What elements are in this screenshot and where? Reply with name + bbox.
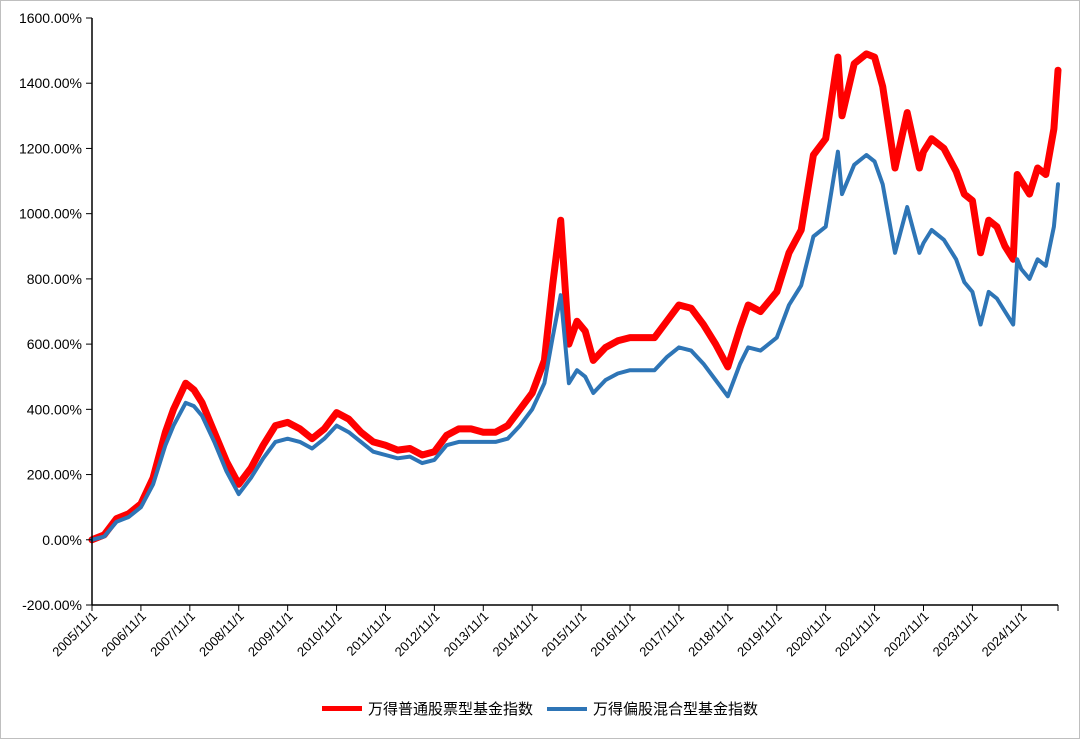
y-axis: 1600.00% 1400.00% 1200.00% 1000.00% 800.00% 6… bbox=[19, 10, 93, 613]
x-tick-label: 2021/11/1 bbox=[832, 609, 883, 660]
y-tick-label: 600.00% bbox=[27, 336, 82, 352]
x-axis: 2005/11/12006/11/12007/11/12008/11/12009… bbox=[49, 604, 1059, 660]
x-tick-label: 2024/11/1 bbox=[979, 609, 1030, 660]
x-tick-label: 2008/11/1 bbox=[196, 609, 247, 660]
legend-item-stock: 万得普通股票型基金指数 bbox=[321, 698, 533, 719]
y-tick-label: 200.00% bbox=[27, 467, 82, 483]
x-tick-label: 2010/11/1 bbox=[294, 609, 345, 660]
x-tick-label: 2009/11/1 bbox=[245, 609, 296, 660]
series-line-stock bbox=[88, 50, 1062, 544]
y-tick-label: 1400.00% bbox=[19, 75, 82, 91]
legend-label-stock: 万得普通股票型基金指数 bbox=[367, 701, 533, 718]
x-tick-label: 2017/11/1 bbox=[636, 609, 687, 660]
series-lines bbox=[88, 50, 1062, 544]
x-tick-label: 2016/11/1 bbox=[587, 609, 638, 660]
y-tick-label: 1000.00% bbox=[19, 206, 82, 222]
y-tick-label: 400.00% bbox=[27, 401, 82, 417]
x-tick-label: 2012/11/1 bbox=[392, 609, 443, 660]
x-tick-label: 2007/11/1 bbox=[147, 609, 198, 660]
y-tick-label: 0.00% bbox=[42, 532, 82, 548]
y-tick-label: -200.00% bbox=[22, 597, 82, 613]
legend-swatch-mixed bbox=[547, 706, 587, 711]
x-tick-label: 2019/11/1 bbox=[734, 609, 785, 660]
legend-label-mixed: 万得偏股混合型基金指数 bbox=[593, 701, 759, 718]
x-tick-label: 2022/11/1 bbox=[881, 609, 932, 660]
x-tick-label: 2018/11/1 bbox=[685, 609, 736, 660]
legend-swatch-stock bbox=[321, 706, 362, 711]
legend: 万得普通股票型基金指数 万得偏股混合型基金指数 bbox=[0, 698, 1080, 719]
y-tick-label: 800.00% bbox=[27, 271, 82, 287]
y-tick-label: 1600.00% bbox=[19, 10, 82, 26]
y-tick-label: 1200.00% bbox=[19, 140, 82, 156]
x-tick-label: 2020/11/1 bbox=[783, 609, 834, 660]
x-tick-label: 2013/11/1 bbox=[441, 609, 492, 660]
x-tick-label: 2006/11/1 bbox=[98, 609, 149, 660]
series-line-mixed bbox=[90, 149, 1060, 542]
x-tick-label: 2005/11/1 bbox=[49, 609, 100, 660]
x-tick-label: 2011/11/1 bbox=[343, 609, 393, 659]
x-tick-label: 2015/11/1 bbox=[538, 609, 589, 660]
x-tick-label: 2023/11/1 bbox=[930, 609, 981, 660]
x-tick-label: 2014/11/1 bbox=[490, 609, 541, 660]
legend-item-mixed: 万得偏股混合型基金指数 bbox=[547, 698, 758, 719]
